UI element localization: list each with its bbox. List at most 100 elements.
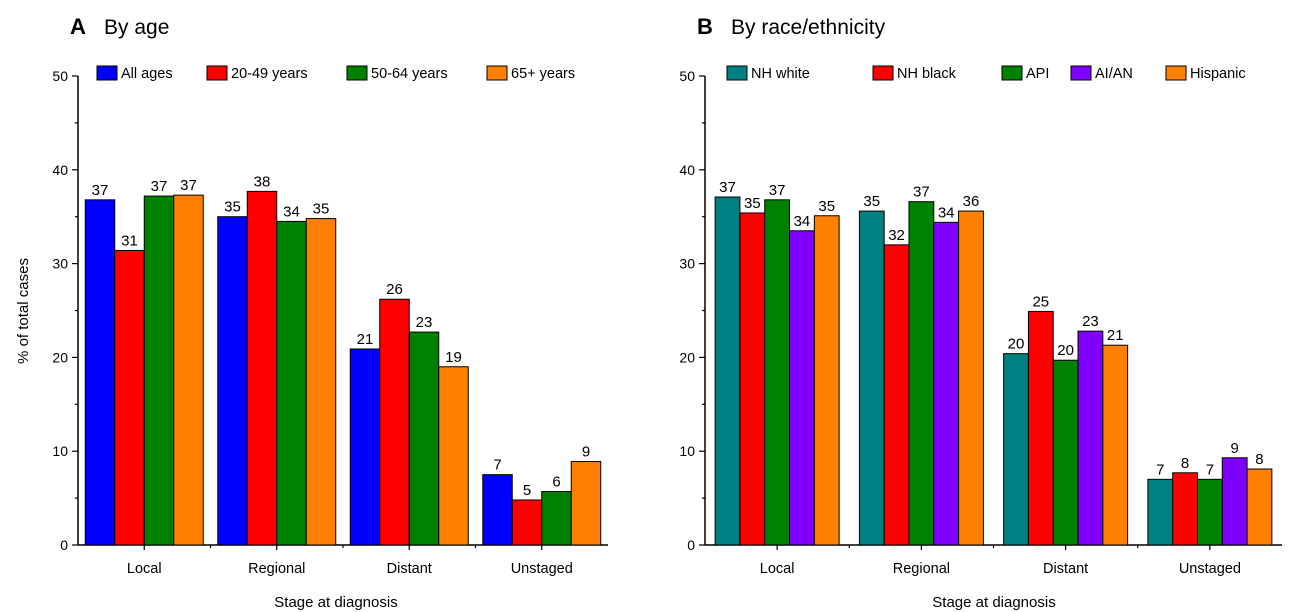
panel-b-value-label: 25: [1032, 293, 1049, 310]
panel-b-value-label: 34: [938, 204, 955, 221]
panel-b-legend-swatch: [872, 65, 894, 81]
panel-b-bar: [1027, 310, 1054, 546]
panel-a-value-label: 35: [224, 199, 241, 216]
panel-a-bar: [276, 220, 307, 546]
panel-b-y-tick-label: 30: [679, 256, 695, 272]
panel-a-legend-label: 20-49 years: [231, 66, 308, 82]
panel-a-value-label: 23: [416, 314, 433, 331]
panel-a-value-label: 6: [552, 474, 560, 491]
panel-a-value-label: 31: [121, 232, 138, 249]
panel-b-value-label: 20: [1057, 342, 1074, 359]
panel-b-category-label: Distant: [1043, 561, 1088, 577]
panel-a-value-label: 37: [151, 178, 168, 195]
panel-a-category-label: Distant: [387, 561, 432, 577]
panel-a-title: By age: [104, 16, 169, 39]
panel-b-bar: [908, 201, 935, 546]
panel-b-bar: [883, 244, 910, 546]
panel-a-y-tick-label: 10: [52, 443, 68, 459]
panel-b-letter: B: [697, 14, 713, 39]
panel-b-plot: 0 10 20 30 40 50 Local Regional Distant Unstaged 3…: [679, 65, 1282, 577]
panel-b-bar: [1246, 468, 1273, 546]
panel-b-bar: [714, 196, 741, 546]
panel-a-value-label: 19: [445, 349, 462, 366]
panel-b-legend-label: NH black: [897, 66, 957, 82]
panel-a-bar: [482, 474, 513, 546]
panel-a-value-label: 21: [357, 331, 374, 348]
panel-b-y-tick-label: 0: [687, 537, 695, 553]
panel-a-bar: [217, 216, 248, 546]
panel-b-value-label: 7: [1156, 461, 1164, 478]
panel-a-bar: [541, 491, 572, 546]
panel-a-bar: [511, 499, 543, 546]
panel-a-legend-swatch: [486, 65, 508, 81]
panel-b-bar: [1196, 478, 1223, 546]
panel-a-legend-swatch: [96, 65, 118, 81]
panel-b-value-label: 9: [1231, 440, 1239, 457]
panel-b-bar: [1003, 353, 1029, 546]
panel-a-y-tick-label: 0: [60, 537, 68, 553]
panel-b-bar: [739, 212, 766, 546]
panel-a-value-label: 37: [180, 177, 197, 194]
panel-b-value-label: 36: [963, 193, 980, 210]
panel-a-value-label: 26: [386, 281, 403, 298]
panel-b-value-label: 37: [719, 179, 736, 196]
panel-b-value-label: 35: [744, 195, 761, 212]
panel-a-legend-label: 50-64 years: [371, 66, 448, 82]
panel-b-y-tick-label: 10: [679, 443, 695, 459]
panel-b-legend-label: Hispanic: [1190, 66, 1246, 82]
panel-b-value-label: 21: [1107, 327, 1124, 344]
panel-b-bar: [1077, 330, 1104, 546]
panel-b-bar: [958, 210, 984, 546]
panel-b-value-label: 20: [1008, 336, 1025, 353]
panel-b-y-tick-label: 40: [679, 162, 695, 178]
panel-b-legend-swatch: [1001, 65, 1023, 81]
panel-b-bar: [858, 210, 885, 546]
panel-b-legend-label: NH white: [751, 66, 810, 82]
panel-b-category-label: Local: [760, 561, 795, 577]
panel-a-bar: [84, 199, 116, 546]
panel-a-plot: 0 10 20 30 40 50 Local Regional Distant Unstaged 3…: [52, 65, 608, 577]
panel-b-value-label: 8: [1255, 451, 1263, 468]
panel-a-y-tick-label: 30: [52, 256, 68, 272]
panel-a-bar: [438, 366, 469, 546]
panel-b-legend-swatch: [726, 65, 748, 81]
panel-a-legend-label: 65+ years: [511, 66, 575, 82]
panel-b-bar: [933, 221, 960, 546]
panel-a-bar: [246, 190, 278, 546]
panel-a-value-label: 37: [92, 182, 109, 199]
panel-a-category-label: Unstaged: [511, 561, 573, 577]
panel-a-bar: [143, 195, 175, 546]
panel-a-category-label: Local: [127, 561, 162, 577]
panel-a-bar: [408, 331, 440, 546]
panel-b-legend-label: AI/AN: [1095, 66, 1133, 82]
panel-a-value-label: 34: [283, 203, 300, 220]
panel-a-bar: [305, 218, 337, 546]
panel-b-category-label: Unstaged: [1179, 561, 1241, 577]
panel-a-category-label: Regional: [248, 561, 305, 577]
panel-a-legend-swatch: [206, 65, 228, 81]
panel-a-bar: [570, 461, 602, 546]
panel-b-value-label: 34: [794, 213, 811, 230]
panel-a-y-tick-label: 20: [52, 349, 68, 365]
panel-b-value-label: 35: [863, 193, 880, 210]
panel-b-value-label: 35: [818, 198, 835, 215]
panel-a-y-tick-label: 40: [52, 162, 68, 178]
panel-a-legend-swatch: [346, 65, 368, 81]
panel-a-value-label: 5: [523, 482, 531, 499]
panel-a-bar: [379, 298, 410, 546]
panel-a-legend-label: All ages: [121, 66, 173, 82]
panel-a-bar: [173, 194, 204, 546]
panel-a-y-axis-title: % of total cases: [15, 258, 32, 364]
panel-b-y-tick-label: 20: [679, 349, 695, 365]
panel-b-value-label: 32: [888, 227, 905, 244]
panel-b-bar: [1221, 457, 1248, 546]
panel-b-bar: [1147, 478, 1174, 546]
panel-b-value-label: 37: [913, 184, 930, 201]
panel-a-value-label: 38: [254, 173, 271, 190]
panel-a-y-tick-label: 50: [52, 68, 68, 84]
panel-b-legend-label: API: [1026, 66, 1049, 82]
panel-b-value-label: 23: [1082, 313, 1099, 330]
panel-b-bar: [1102, 344, 1129, 546]
panel-b-category-label: Regional: [893, 561, 950, 577]
